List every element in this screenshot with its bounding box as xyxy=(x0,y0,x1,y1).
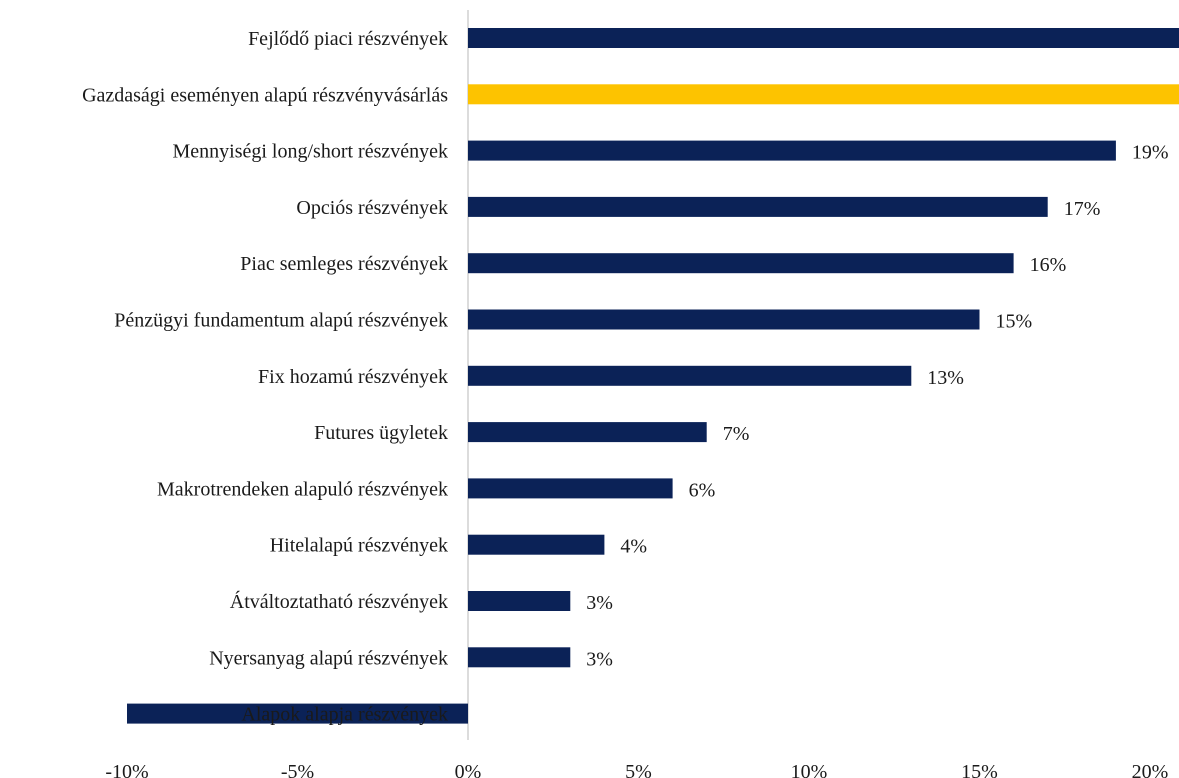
x-tick-label: 5% xyxy=(625,761,652,778)
category-label: Fix hozamú részvények xyxy=(258,366,448,388)
data-label: 7% xyxy=(723,423,750,445)
bar xyxy=(468,84,1179,105)
category-label: Alapok alapja részvények xyxy=(241,704,448,726)
category-label: Átváltoztatható részvények xyxy=(230,590,448,613)
labels-layer: Fejlődő piaci részvények33%Gazdasági ese… xyxy=(82,28,1169,726)
bar xyxy=(468,28,1179,48)
bar xyxy=(468,591,571,611)
x-tick-label: 10% xyxy=(791,761,828,778)
bar xyxy=(468,647,571,668)
category-label: Piac semleges részvények xyxy=(240,253,448,275)
x-tick-label: -10% xyxy=(105,761,148,778)
category-label: Gazdasági eseményen alapú részvényvásárl… xyxy=(82,84,448,106)
data-label: 15% xyxy=(996,311,1033,333)
bar xyxy=(468,140,1116,161)
x-tick-label: 15% xyxy=(961,761,998,778)
bar xyxy=(127,703,468,724)
data-label: 3% xyxy=(586,592,613,614)
data-label: 3% xyxy=(586,648,613,670)
bar xyxy=(468,534,605,555)
category-label: Fejlődő piaci részvények xyxy=(248,28,448,50)
x-tick-label: -5% xyxy=(281,761,314,778)
category-label: Pénzügyi fundamentum alapú részvények xyxy=(114,310,448,332)
bar xyxy=(468,253,1014,274)
data-label: 6% xyxy=(689,479,716,501)
bar xyxy=(468,309,980,330)
ticks-layer: -15%-10%-5%0%5%10%15%20%25%30%35%40% xyxy=(105,761,1169,778)
category-label: Opciós részvények xyxy=(296,197,448,219)
data-label: 4% xyxy=(620,536,647,558)
category-label: Futures ügyletek xyxy=(314,422,448,444)
data-label: 16% xyxy=(1030,254,1067,276)
bar xyxy=(468,478,673,499)
category-label: Hitelalapú részvények xyxy=(270,535,448,557)
category-label: Nyersanyag alapú részvények xyxy=(209,647,448,669)
bar xyxy=(468,365,912,386)
bars-layer xyxy=(127,28,1179,724)
x-tick-label: 20% xyxy=(1132,761,1169,778)
data-label: 13% xyxy=(927,367,964,389)
category-label: Mennyiségi long/short részvények xyxy=(173,141,449,163)
data-label: 17% xyxy=(1064,198,1101,220)
category-label: Makrotrendeken alapuló részvények xyxy=(157,478,448,500)
bar xyxy=(468,422,707,443)
bar xyxy=(468,196,1048,217)
data-label: 19% xyxy=(1132,142,1169,164)
x-tick-label: 0% xyxy=(455,761,482,778)
